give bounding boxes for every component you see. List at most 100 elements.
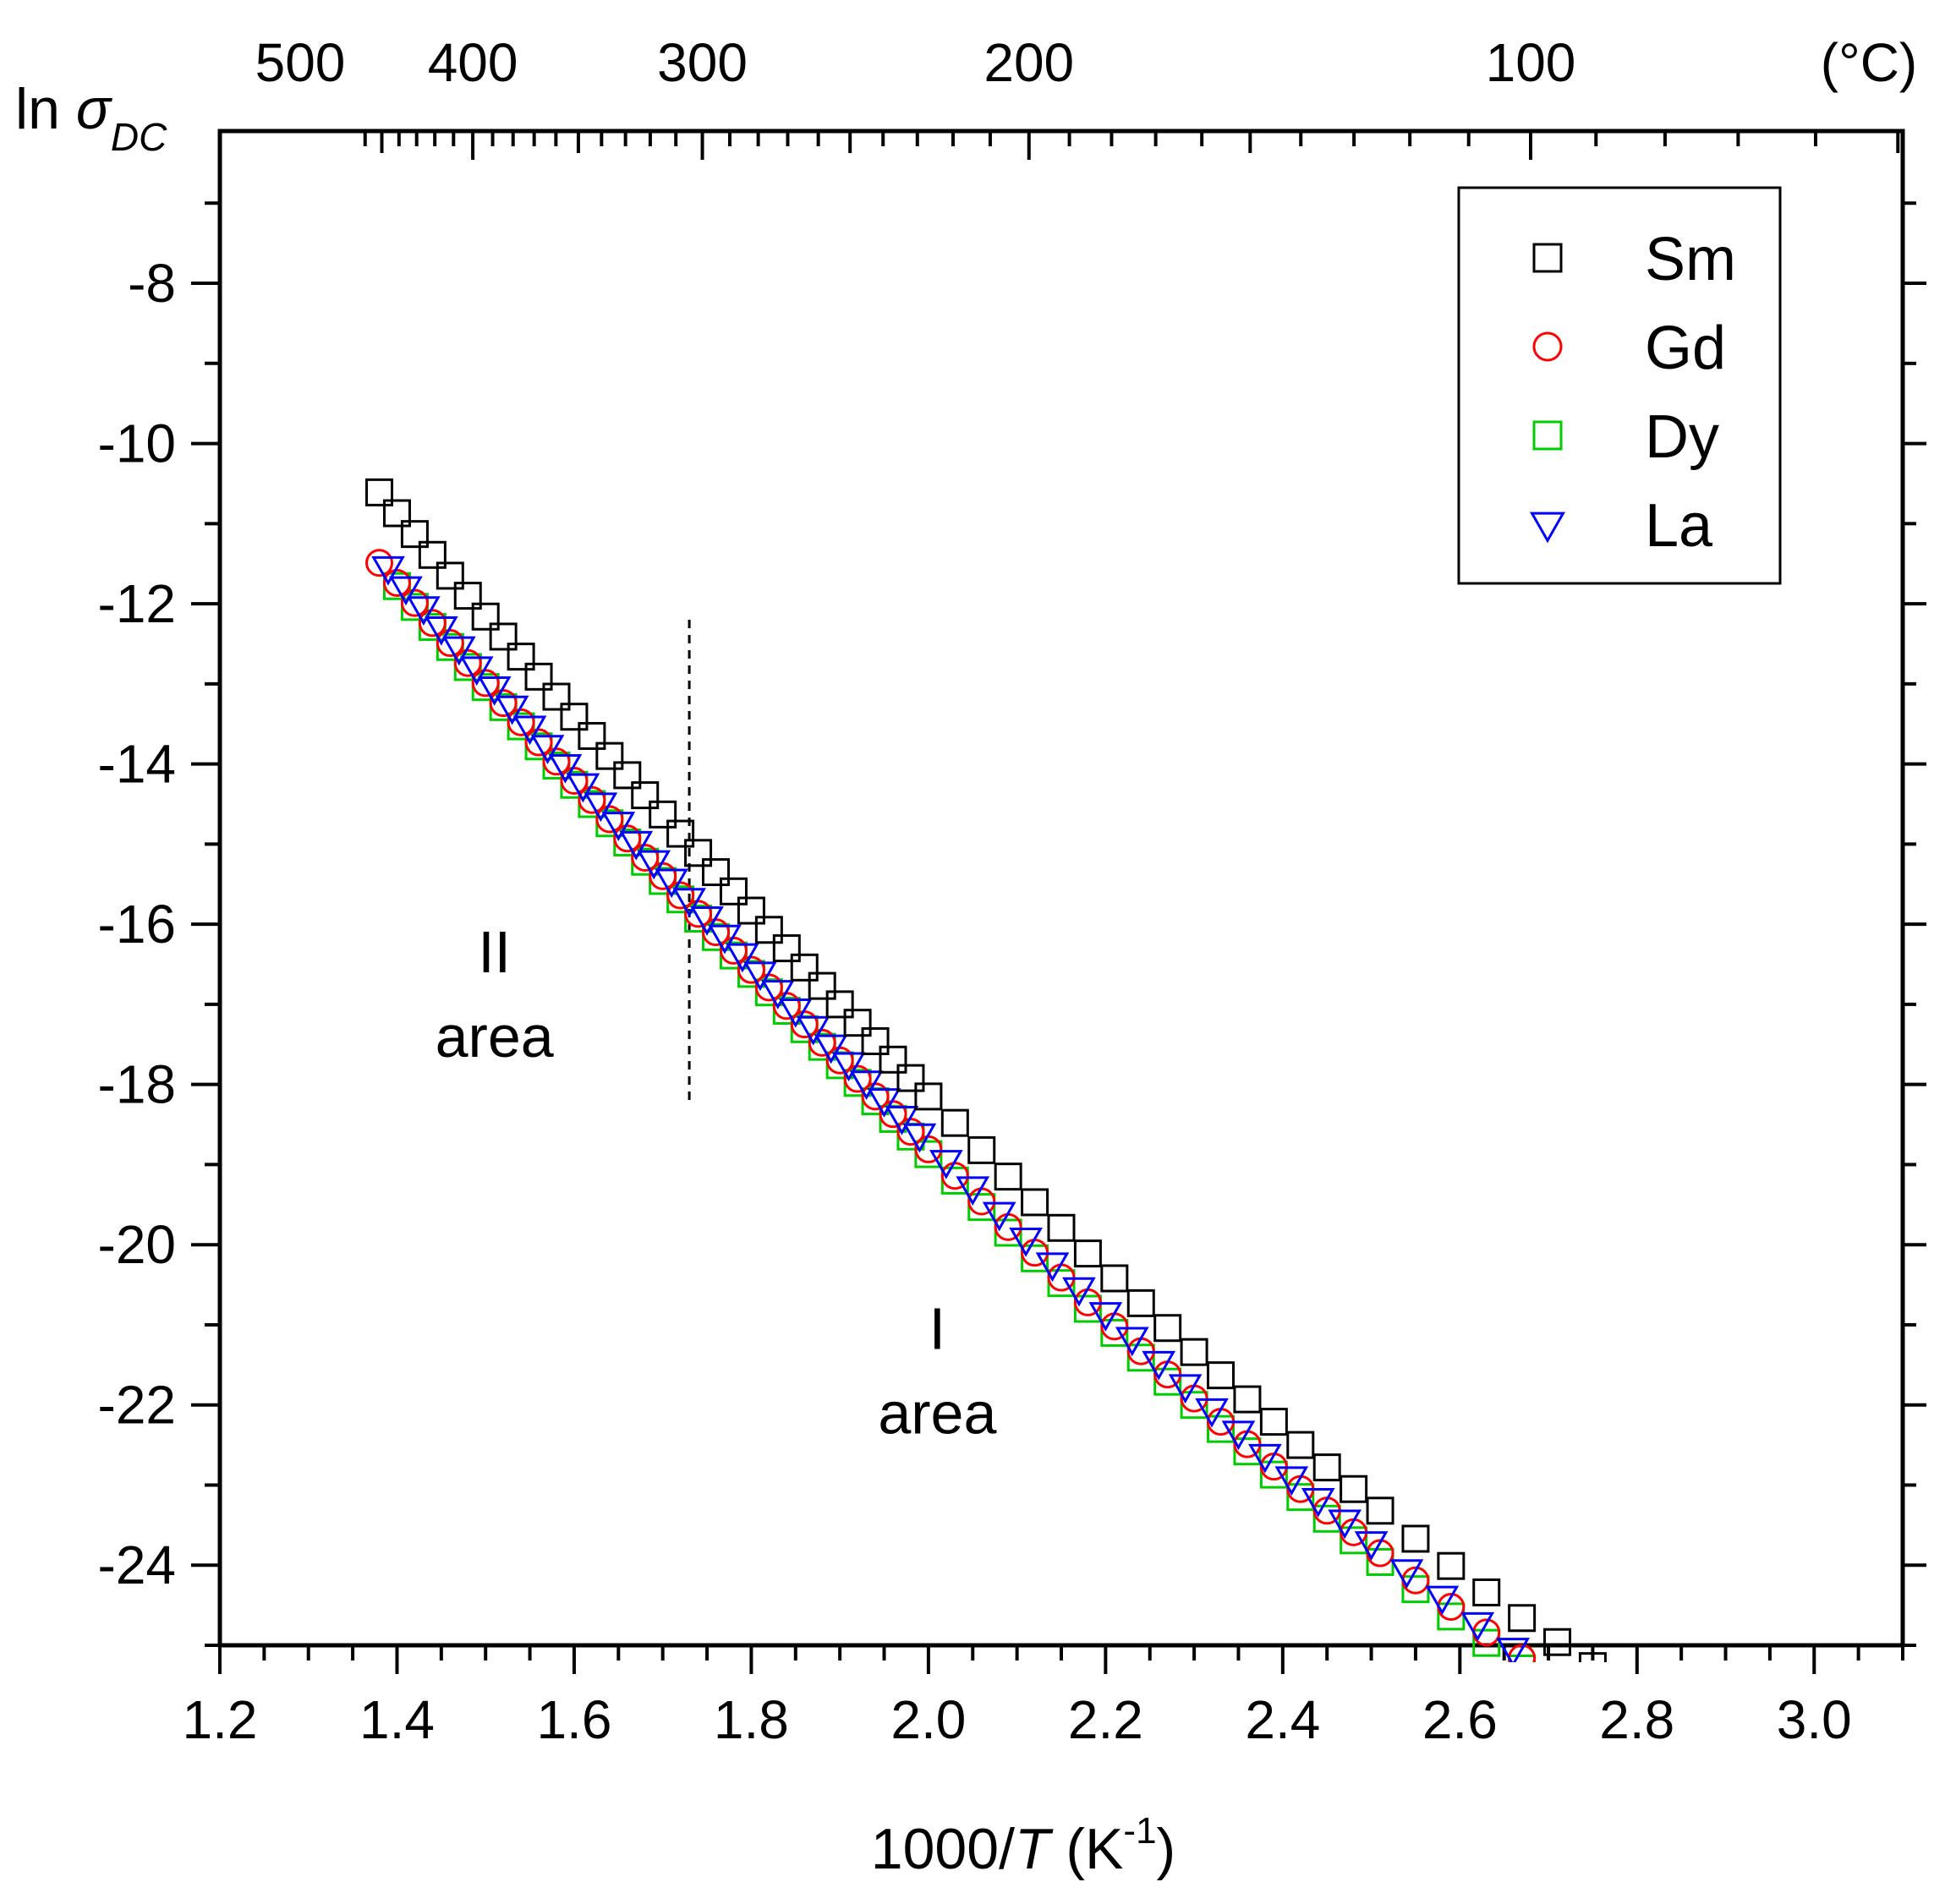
point-gd (524, 728, 553, 757)
point-la (548, 753, 583, 784)
point-dy (1793, 1832, 1818, 1857)
point-sm (790, 953, 819, 982)
point-sm (471, 602, 500, 631)
point-gd (613, 824, 642, 853)
x-axis-title-unit: (K (1050, 1817, 1124, 1881)
x-axis-title-sup: -1 (1123, 1810, 1156, 1852)
point-gd (737, 955, 765, 984)
point-sm (879, 1045, 907, 1074)
point-sm (1882, 1824, 1907, 1849)
point-dy (1073, 1294, 1102, 1323)
point-la (459, 656, 494, 687)
point-la (885, 1105, 919, 1135)
legend-label-dy: Dy (1645, 403, 1719, 471)
point-gd (595, 805, 624, 834)
point-sm (1578, 1652, 1607, 1662)
point-gd (1837, 1839, 1862, 1864)
point-sm (754, 916, 783, 944)
point-sm (1543, 1628, 1572, 1656)
point-sm (1472, 1578, 1501, 1606)
point-sm (453, 582, 482, 610)
point-sm (1073, 1239, 1102, 1268)
point-dy (1508, 1654, 1537, 1662)
point-dy (1340, 1526, 1368, 1555)
point-sm (808, 971, 836, 1000)
point-gd (1748, 1793, 1773, 1819)
point-la (601, 812, 636, 841)
point-dy (1021, 1244, 1049, 1272)
point-sm (666, 819, 695, 848)
point-la (425, 616, 458, 646)
point-gd (400, 588, 429, 617)
top-tick-label: 500 (255, 32, 346, 93)
point-gd (471, 669, 500, 698)
point-la (1826, 1840, 1855, 1865)
point-sm (418, 540, 447, 569)
point-sm (1437, 1551, 1466, 1580)
point-gd (631, 843, 660, 872)
point-gd (1882, 1861, 1907, 1886)
point-la (512, 715, 547, 746)
point-sm (1704, 1731, 1729, 1756)
point-dy (1882, 1878, 1907, 1903)
top-tick-label: 100 (1486, 32, 1576, 93)
point-la (1062, 1277, 1096, 1307)
point-sm (1126, 1288, 1155, 1317)
legend-label-gd: Gd (1645, 315, 1726, 382)
top-tick-label: 300 (657, 32, 748, 93)
point-sm (737, 896, 765, 925)
point-gd (666, 881, 695, 910)
point-la (477, 676, 512, 706)
point-sm (719, 877, 748, 905)
y-tick-label: -8 (128, 253, 176, 314)
point-la (371, 555, 405, 586)
point-dy (1312, 1504, 1341, 1533)
right-axis (1903, 201, 1926, 1647)
point-sm (1153, 1314, 1182, 1343)
point-la (1195, 1398, 1229, 1428)
point-sm (365, 478, 394, 506)
point-dy (1660, 1756, 1685, 1781)
y-tick-label: -10 (98, 413, 177, 474)
point-gd (1704, 1770, 1729, 1795)
legend-marker-dy (1532, 420, 1563, 451)
point-la (1782, 1816, 1811, 1841)
point-sm (1207, 1361, 1236, 1390)
region-label-word: area (436, 1004, 554, 1070)
point-la (1328, 1509, 1362, 1540)
point-sm (843, 1009, 872, 1037)
x-tick-label: 3.0 (1777, 1689, 1852, 1750)
point-la (407, 596, 441, 626)
point-la (441, 636, 476, 666)
point-la (1534, 1664, 1564, 1689)
x-tick-label: 2.6 (1422, 1689, 1498, 1750)
top-tick-label: 400 (428, 32, 518, 93)
point-la (831, 1052, 866, 1082)
point-sm (507, 643, 535, 671)
legend-label-sm: Sm (1645, 226, 1736, 293)
point-gd (1545, 1670, 1570, 1695)
y-tick-label: -24 (98, 1535, 177, 1595)
point-sm (1100, 1264, 1129, 1293)
point-la (1035, 1252, 1070, 1283)
point-gd (1793, 1818, 1818, 1843)
x-axis-title-prefix: 1000/ (871, 1817, 1015, 1881)
x-axis-title: 1000/T (K-1) (871, 1810, 1175, 1881)
point-gd (453, 648, 482, 677)
point-sm (436, 561, 464, 590)
bottom-axis: 1.2 1.4 1.6 1.8 2.0 2.2 2.4 2.6 2.8 3.0 (183, 1645, 1904, 1750)
point-la (982, 1201, 1016, 1232)
point-la (389, 576, 423, 606)
point-sm (702, 858, 731, 887)
region-label-numeral: II (478, 919, 511, 985)
point-gd (578, 785, 606, 814)
top-axis: 500 400 300 200 100 (255, 32, 1900, 160)
point-sm (825, 990, 854, 1019)
point-la (637, 850, 671, 880)
point-sm (967, 1135, 996, 1164)
point-la (1425, 1585, 1460, 1616)
point-sm (1259, 1408, 1288, 1436)
point-la (1274, 1466, 1309, 1496)
point-la (530, 735, 565, 764)
